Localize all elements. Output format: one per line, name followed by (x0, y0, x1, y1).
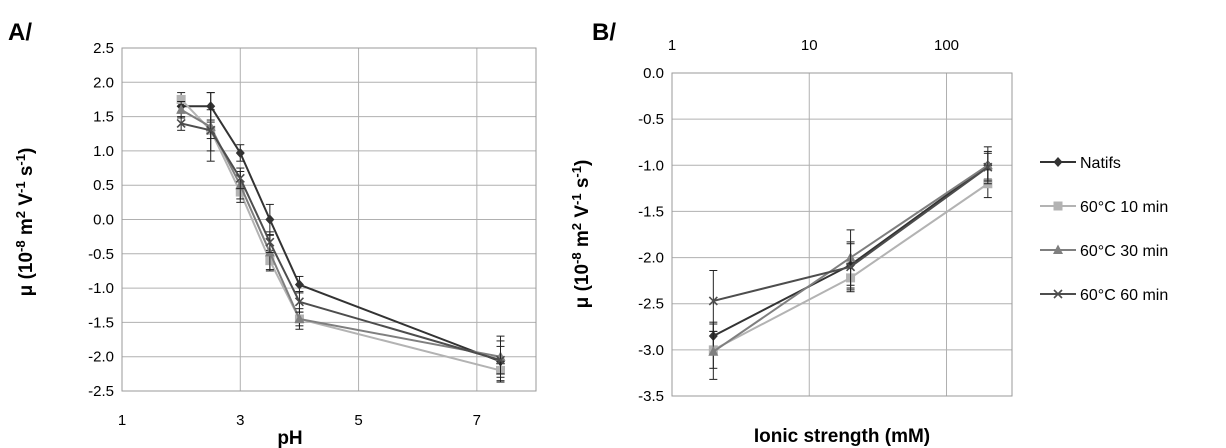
panel-b-x-axis-title: Ionic strength (mM) (754, 426, 930, 447)
panel-a-series-60-c-60-min (176, 109, 506, 375)
panel-b-y-tick-label: -1.0 (638, 157, 664, 174)
panel-b-y-tick-labels: 0.0 -0.5 -1.0 -1.5 -2.0 -2.5 -3.0 -3.5 (638, 65, 664, 405)
panel-a-plot-frame (121, 47, 537, 392)
panel-a-data-point (235, 147, 245, 158)
panel-b-y-tick-label: -2.0 (638, 250, 664, 267)
panel-b-plot-frame (671, 72, 1013, 397)
panel-a-y-tick-label: 2.5 (93, 40, 114, 57)
legend-item-natifs: Natifs (1040, 155, 1121, 172)
panel-b-y-tick-label: 0.0 (643, 65, 664, 82)
legend: Natifs 60°C 10 min 60°C 30 min 60°C 60 min (1040, 155, 1168, 304)
panel-a: A/ 2.5 2.0 1.5 1.0 0.5 0.0 -0.5 -1.0 -1.5 -2.0 -2.… (8, 19, 537, 448)
legend-swatch-marker (1053, 244, 1063, 254)
panel-b-data-point (708, 296, 718, 306)
legend-item-60-c-60-min: 60°C 60 min (1040, 287, 1168, 304)
panel-b-y-tick-label: -0.5 (638, 111, 664, 128)
panel-a-data-point (294, 297, 304, 307)
panel-a-data-point (294, 279, 304, 290)
panel-a-x-tick-labels: 1 3 5 7 (118, 412, 481, 429)
panel-a-y-tick-label: -2.0 (88, 349, 114, 366)
legend-item-60-c-30-min: 60°C 30 min (1040, 243, 1168, 260)
panel-a-x-tick-label: 7 (473, 412, 481, 429)
panel-a-y-axis-title: μ (10-8 m2 V-1 s-1) (13, 148, 37, 297)
panel-a-series-line (180, 122, 501, 362)
panel-a-series-60-c-30-min (176, 92, 506, 378)
panel-a-data-point (294, 313, 305, 323)
panel-a-series-line (181, 105, 501, 363)
panel-a-series-natifs (176, 92, 506, 383)
panel-a-series (176, 92, 506, 383)
panel-a-x-tick-label: 5 (354, 412, 362, 429)
panel-b-gridlines (671, 72, 1012, 397)
panel-a-y-tick-label: 0.0 (93, 212, 114, 229)
panel-b: B/ 0.0 -0.5 -1.0 -1.5 -2.0 -2.5 -3.0 -3.5 1 10 10… (569, 19, 1013, 447)
panel-b-data-point (983, 162, 993, 172)
panel-a-data-point (265, 237, 275, 247)
panel-b-x-tick-label: 100 (934, 37, 959, 54)
panel-a-data-point (176, 118, 186, 129)
panel-a-x-tick-label: 3 (236, 412, 244, 429)
panel-a-y-tick-label: -2.5 (88, 383, 114, 400)
panel-b-label: B/ (592, 19, 616, 46)
panel-a-y-tick-label: 2.0 (93, 74, 114, 91)
panel-a-data-point (206, 125, 216, 135)
panel-a-x-tick-label: 1 (118, 412, 126, 429)
panel-b-y-tick-label: -1.5 (638, 203, 664, 220)
legend-item-60-c-10-min: 60°C 10 min (1040, 199, 1168, 216)
panel-a-y-tick-label: -0.5 (88, 246, 114, 263)
panel-b-y-tick-label: -3.0 (638, 342, 664, 359)
panel-a-data-point (176, 94, 186, 104)
panel-a-label: A/ (8, 19, 32, 46)
panel-a-y-tick-label: 1.5 (93, 109, 114, 126)
legend-swatch-marker (1053, 201, 1063, 211)
panel-a-y-tick-label: -1.5 (88, 314, 114, 331)
panel-b-y-axis-title: μ (10-8 m2 V-1 s-1) (569, 160, 593, 309)
panel-b-y-tick-label: -3.5 (638, 388, 664, 405)
panel-a-y-tick-labels: 2.5 2.0 1.5 1.0 0.5 0.0 -0.5 -1.0 -1.5 -2.0 -2.5 (88, 40, 114, 400)
panel-a-data-point (176, 104, 187, 114)
legend-label: 60°C 10 min (1080, 199, 1168, 216)
panel-b-y-tick-label: -2.5 (638, 296, 664, 313)
legend-label: 60°C 30 min (1080, 243, 1168, 260)
panel-b-series (708, 146, 993, 380)
panel-a-data-point (265, 214, 275, 225)
panel-a-data-point (235, 173, 245, 183)
panel-b-x-tick-label: 1 (668, 37, 676, 54)
panel-a-series-line (180, 108, 501, 358)
panel-a-data-point (495, 355, 506, 365)
panel-b-series-60-c-60-min (708, 152, 993, 332)
panel-a-x-axis-title: pH (277, 428, 302, 448)
legend-label: 60°C 60 min (1080, 287, 1168, 304)
legend-swatch-marker (1053, 157, 1063, 167)
legend-swatch-marker (1053, 289, 1063, 299)
panel-b-x-tick-labels: 1 10 100 (668, 37, 959, 54)
panel-b-data-point (708, 346, 719, 356)
panel-a-series-line (180, 98, 501, 372)
panel-a-y-tick-label: 0.5 (93, 177, 114, 194)
panel-b-x-tick-label: 10 (801, 37, 818, 54)
panel-a-y-tick-label: 1.0 (93, 143, 114, 160)
panel-a-y-tick-label: -1.0 (88, 280, 114, 297)
panel-a-series-60-c-10-min (176, 92, 506, 382)
legend-label: Natifs (1080, 155, 1121, 172)
panel-b-data-point (846, 262, 856, 272)
